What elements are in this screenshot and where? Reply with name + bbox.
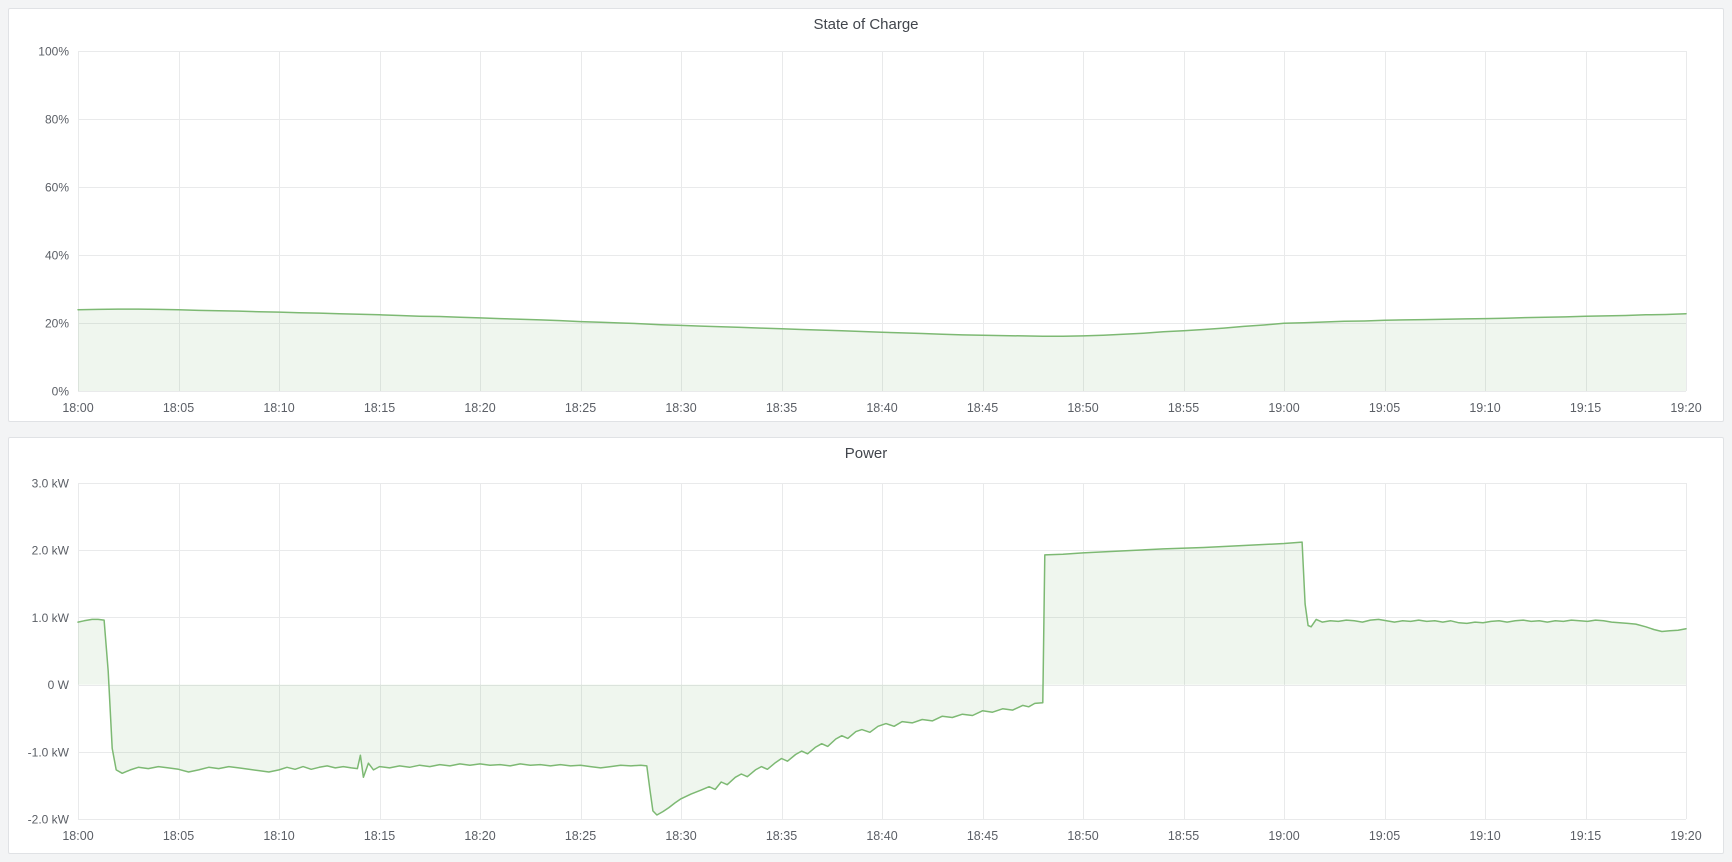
power-chart[interactable]: -2.0 kW -1.0 kW 0 W 1.0 kW 2.0 kW 3.0 kW 18:00… — [9, 438, 1723, 853]
x-tick-label: 19:15 — [1570, 401, 1601, 415]
x-tick-label: 18:20 — [464, 401, 495, 415]
x-tick-label: 18:40 — [866, 829, 897, 843]
x-tick-label: 19:05 — [1369, 401, 1400, 415]
state-of-charge-canvas[interactable]: 0% 20% 40% 60% 80% 100% 18:00 18:05 18:10 18:15 18… — [9, 9, 1723, 421]
y-tick-label: 0 W — [48, 678, 70, 692]
x-tick-label: 18:35 — [766, 401, 797, 415]
y-tick-label: 3.0 kW — [32, 477, 70, 491]
y-tick-label: 1.0 kW — [32, 611, 70, 625]
y-tick-label: 80% — [45, 113, 69, 127]
x-tick-label: 18:50 — [1067, 829, 1098, 843]
x-tick-label: 18:45 — [967, 401, 998, 415]
panel-title-power[interactable]: Power — [844, 445, 888, 462]
x-tick-label: 18:05 — [163, 829, 194, 843]
power-area-fill — [78, 542, 1686, 815]
panel-power: Power -2.0 kW -1.0 kW 0 W 1.0 kW 2.0 kW 3.0 k… — [8, 437, 1724, 854]
x-tick-label: 18:10 — [263, 401, 294, 415]
y-tick-label: 60% — [45, 181, 69, 195]
x-tick-label: 18:00 — [62, 401, 93, 415]
y-tick-label: 2.0 kW — [32, 544, 70, 558]
y-tick-label: -2.0 kW — [28, 813, 70, 827]
x-tick-label: 19:05 — [1369, 829, 1400, 843]
panel-title-state-of-charge[interactable]: State of Charge — [813, 16, 919, 33]
state-of-charge-series-line — [77, 308, 1687, 338]
x-tick-label: 18:55 — [1168, 401, 1199, 415]
x-tick-label: 19:20 — [1670, 829, 1701, 843]
x-tick-label: 18:20 — [464, 829, 495, 843]
y-tick-label: 0% — [52, 385, 70, 399]
y-tick-label: 20% — [45, 317, 69, 331]
x-tick-label: 19:15 — [1570, 829, 1601, 843]
x-tick-label: 18:00 — [62, 829, 93, 843]
y-tick-label: 40% — [45, 249, 69, 263]
x-tick-label: 18:25 — [565, 401, 596, 415]
x-tick-label: 18:30 — [665, 401, 696, 415]
power-series-line — [77, 541, 1687, 816]
x-tick-label: 18:05 — [163, 401, 194, 415]
x-tick-label: 18:15 — [364, 829, 395, 843]
y-tick-label: 100% — [38, 45, 69, 59]
x-tick-label: 18:15 — [364, 401, 395, 415]
y-tick-label: -1.0 kW — [28, 745, 70, 759]
x-tick-label: 19:10 — [1469, 829, 1500, 843]
x-tick-label: 19:00 — [1268, 829, 1299, 843]
x-tick-label: 18:45 — [967, 829, 998, 843]
x-tick-label: 19:20 — [1670, 401, 1701, 415]
x-tick-label: 19:00 — [1268, 401, 1299, 415]
state-of-charge-chart[interactable]: 0% 20% 40% 60% 80% 100% 18:00 18:05 18:10 18:15 18… — [9, 9, 1723, 421]
x-tick-label: 18:25 — [565, 829, 596, 843]
x-tick-label: 18:10 — [263, 829, 294, 843]
x-tick-label: 18:55 — [1168, 829, 1199, 843]
x-tick-label: 19:10 — [1469, 401, 1500, 415]
x-tick-label: 18:50 — [1067, 401, 1098, 415]
state-of-charge-area-fill — [78, 309, 1686, 391]
x-tick-label: 18:35 — [766, 829, 797, 843]
power-canvas[interactable]: -2.0 kW -1.0 kW 0 W 1.0 kW 2.0 kW 3.0 kW 18:00… — [9, 438, 1723, 853]
panel-state-of-charge: State of Charge 0% 20% 40% 60% 80% 100% 18:00 1… — [8, 8, 1724, 422]
x-tick-label: 18:40 — [866, 401, 897, 415]
x-tick-label: 18:30 — [665, 829, 696, 843]
